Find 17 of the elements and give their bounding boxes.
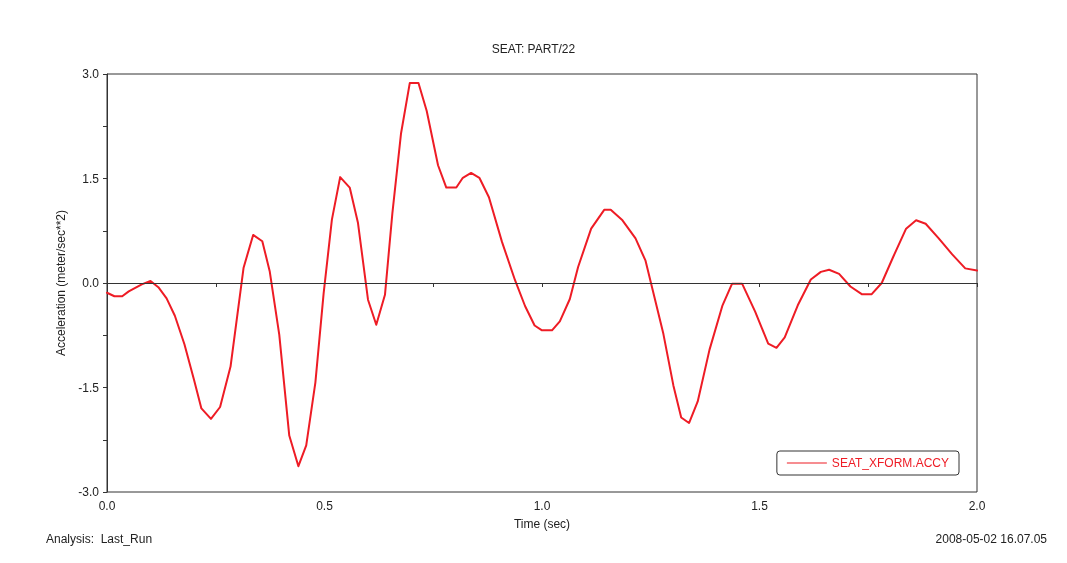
line-series: [106, 82, 978, 468]
legend-label: SEAT_XFORM.ACCY: [831, 456, 950, 470]
y-axis-title: Acceleration (meter/sec**2): [54, 209, 68, 357]
x-tick-label: 1.0: [533, 499, 551, 513]
y-tick-label: -3.0: [78, 485, 100, 499]
x-tick-label: 0.0: [98, 499, 116, 513]
y-tick-label: -1.5: [78, 380, 100, 395]
y-tick-label: 0.0: [82, 276, 100, 290]
x-axis-title: Time (sec): [513, 517, 571, 531]
x-tick-label: 1.5: [751, 499, 769, 513]
text: 2008-05-02 16.07.05: [935, 532, 1048, 546]
chart-title: SEAT: PART/22: [491, 42, 576, 56]
text: Analysis: Last_Run: [46, 532, 153, 546]
x-tick-label: 0.5: [316, 499, 334, 513]
y-tick-label: 1.5: [82, 171, 100, 186]
x-tick-label: 2.0: [968, 499, 986, 513]
y-tick-label: 3.0: [82, 67, 100, 81]
